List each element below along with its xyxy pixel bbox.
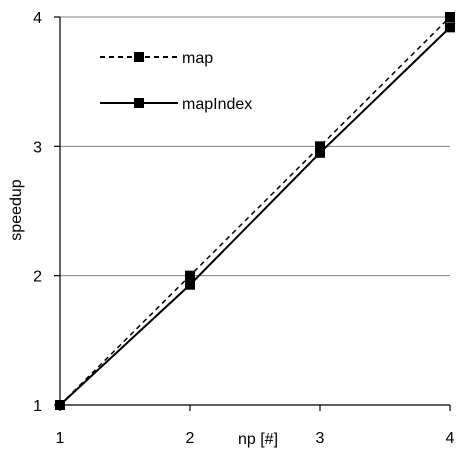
series-line-map	[59, 16, 451, 406]
marker-map-4	[445, 12, 455, 22]
x-tick-label-1: 1	[56, 430, 65, 447]
series-line-mapIndex	[59, 26, 451, 406]
marker-map-2	[185, 270, 195, 281]
marker-mapIndex-1	[55, 400, 65, 410]
y-tick-label-3: 3	[33, 139, 42, 156]
y-axis-label: speedup	[8, 179, 25, 240]
marker-map-3	[315, 141, 325, 152]
x-tick-label-4: 4	[446, 430, 455, 447]
legend: map mapIndex	[100, 50, 252, 113]
legend-label-mapIndex: mapIndex	[182, 96, 252, 113]
x-axis-label: np [#]	[238, 431, 278, 448]
y-tick-label-1: 1	[33, 398, 42, 415]
series-layer	[55, 12, 455, 410]
y-tick-label-2: 2	[33, 269, 42, 286]
grid-lines	[60, 16, 450, 277]
x-tick-label-2: 2	[186, 430, 195, 447]
tick-labels: 1 2 3 4 1 2 3 4	[33, 10, 454, 447]
legend-marker-map	[134, 52, 144, 62]
legend-label-map: map	[182, 50, 213, 67]
x-tick-label-3: 3	[316, 430, 325, 447]
y-tick-label-4: 4	[33, 10, 42, 27]
marker-mapIndex-2	[185, 279, 195, 290]
legend-marker-mapIndex	[134, 98, 144, 108]
marker-mapIndex-4	[445, 22, 455, 33]
marker-mapIndex-3	[315, 147, 325, 158]
